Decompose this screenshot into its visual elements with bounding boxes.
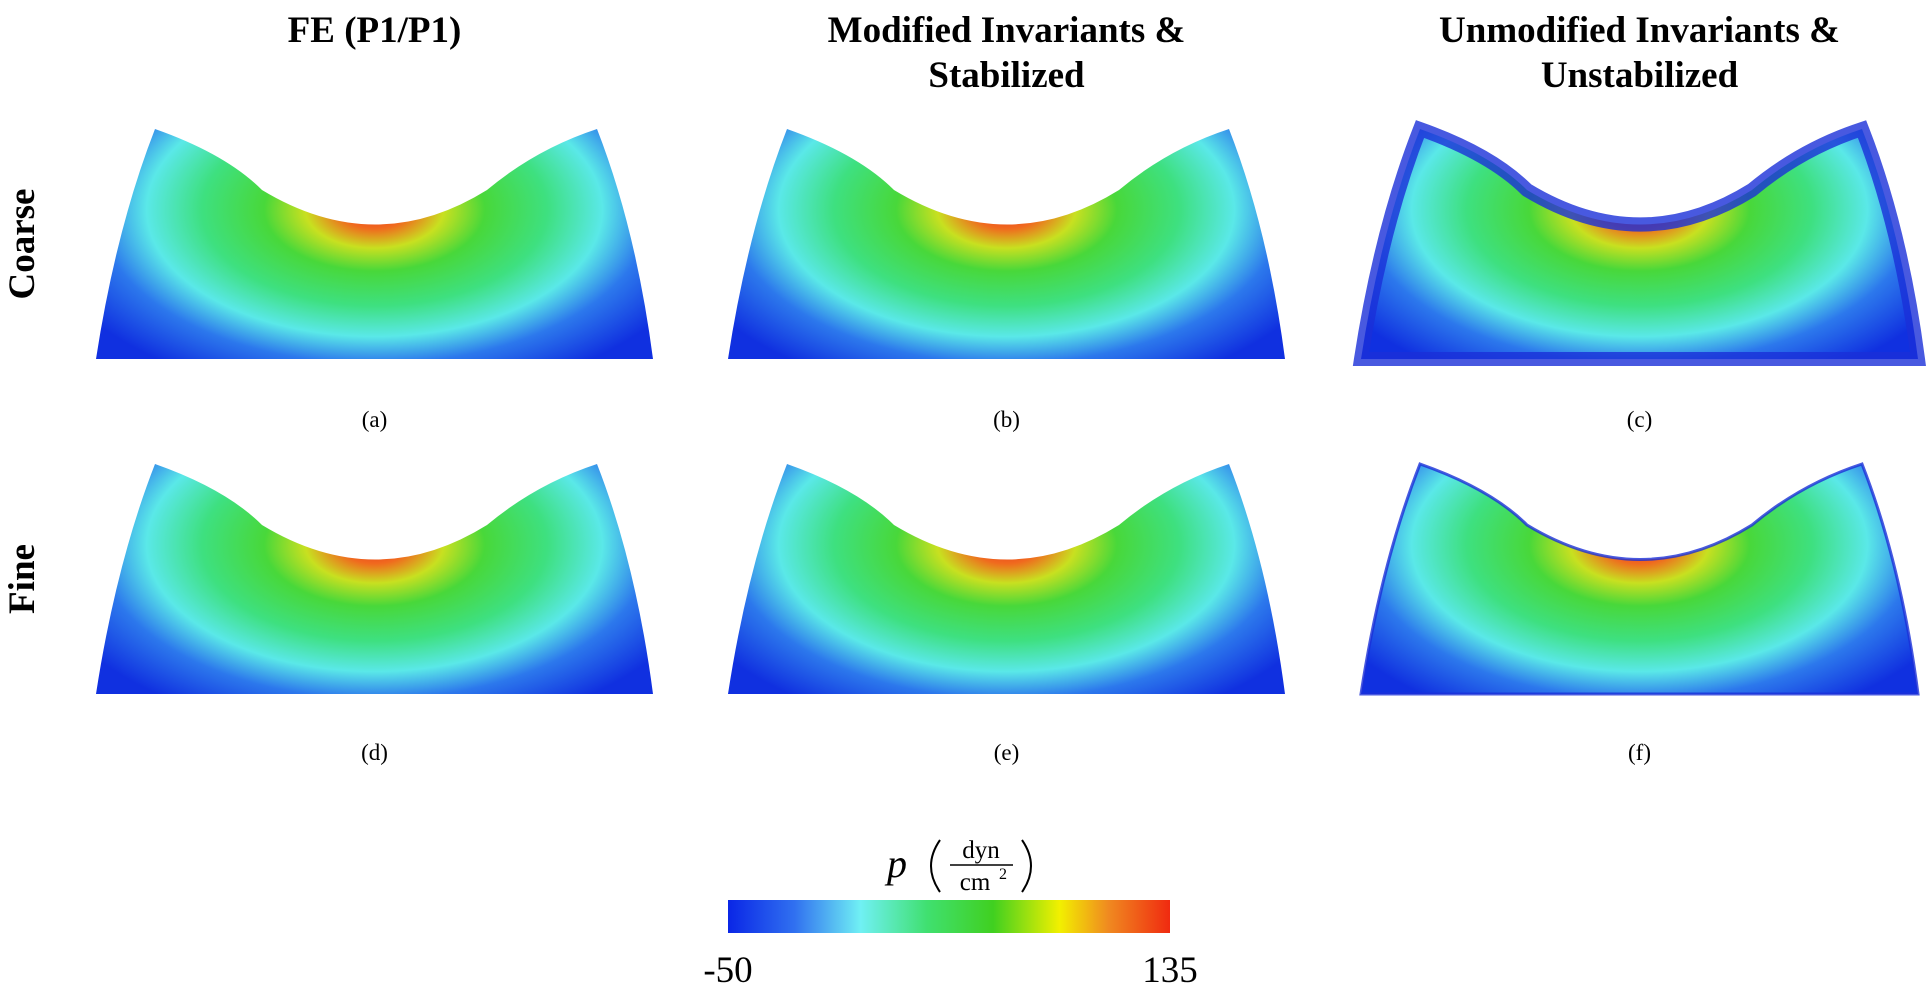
colorbar-tick-label: -50 (703, 950, 752, 987)
subfigure-caption: (d) (361, 740, 388, 765)
pressure-field (1361, 129, 1918, 359)
row-label: Coarse (2, 189, 43, 300)
mesh-border (1359, 462, 1920, 696)
colorbar-label: p (884, 841, 907, 886)
unit-denominator: cm (960, 869, 991, 896)
pressure-field (96, 464, 653, 694)
colorbar (728, 900, 1170, 933)
pressure-field (728, 129, 1285, 359)
row-label: Fine (2, 544, 43, 614)
pressure-field (96, 129, 653, 359)
pressure-field (1361, 464, 1918, 694)
subfigure-caption: (b) (993, 407, 1020, 432)
column-header: FE (P1/P1) (288, 10, 462, 51)
column-header: Unmodified Invariants & (1439, 10, 1840, 51)
panel (1359, 462, 1920, 696)
column-header: Unstabilized (1541, 55, 1739, 96)
panel (728, 129, 1285, 359)
panel (96, 464, 653, 694)
panel (728, 464, 1285, 694)
pressure-field (728, 464, 1285, 694)
panel (96, 129, 653, 359)
paren-left (930, 839, 941, 893)
column-header: Modified Invariants & (828, 10, 1186, 51)
unit-exponent: 2 (999, 866, 1007, 883)
unit-numerator: dyn (962, 837, 1000, 864)
paren-right (1021, 839, 1032, 893)
mesh-border (1352, 120, 1926, 366)
subfigure-caption: (f) (1628, 740, 1651, 765)
colorbar-tick-label: 135 (1142, 950, 1198, 987)
subfigure-caption: (a) (362, 407, 388, 432)
column-header: Stabilized (928, 55, 1085, 96)
subfigure-caption: (e) (994, 740, 1020, 765)
panel (1352, 120, 1926, 366)
subfigure-caption: (c) (1627, 407, 1653, 432)
